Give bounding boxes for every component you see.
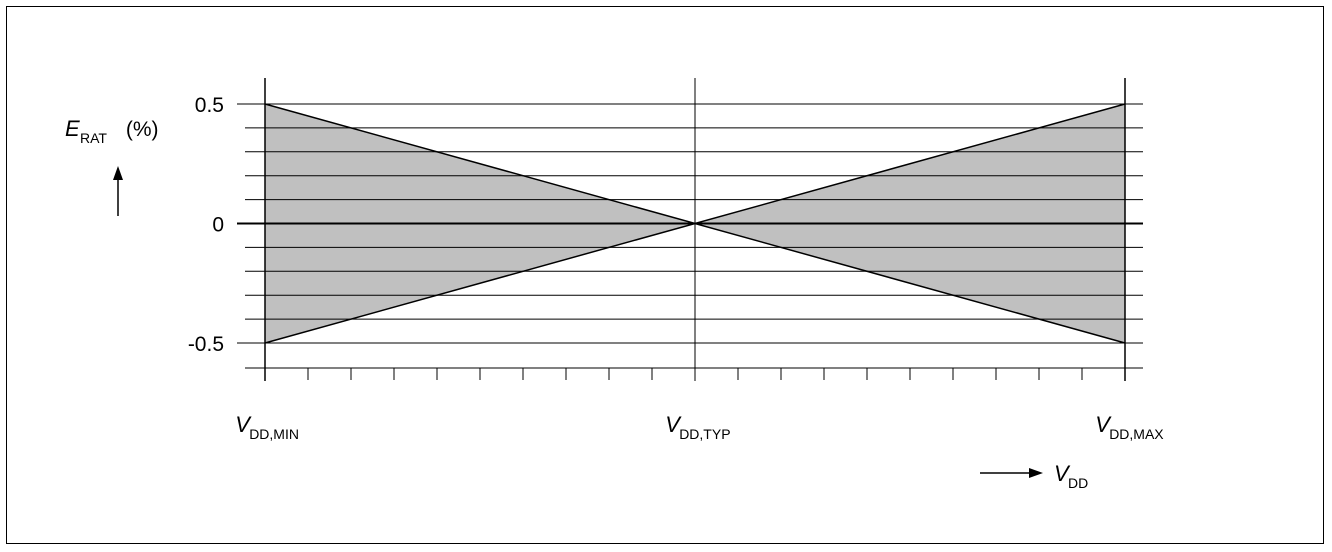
x-axis-title: V DD (1054, 461, 1088, 491)
y-axis-title: E RAT (%) (65, 116, 159, 146)
y-axis-arrow-icon (113, 166, 123, 216)
x-tick-label-sub: DD,MAX (1109, 426, 1164, 442)
x-axis-arrow-icon (980, 468, 1043, 478)
y-tick-labels: 0.5 0 -0.5 (188, 94, 224, 356)
y-axis-title-main: E (65, 116, 80, 141)
x-axis-title-sub: DD (1068, 475, 1088, 491)
x-tick-label-sub: DD,MIN (249, 426, 299, 442)
x-tick-label: V DD,MAX (1095, 412, 1164, 442)
y-tick-label: -0.5 (188, 333, 224, 356)
x-tick-labels: V DD,MIN V DD,TYP V DD,MAX (235, 412, 1164, 442)
x-tick-label-sub: DD,TYP (679, 426, 730, 442)
y-tick-label: 0 (212, 214, 224, 237)
y-axis-title-unit: (%) (120, 118, 159, 141)
x-tick-label: V DD,MIN (235, 412, 299, 442)
y-axis-title-sub: RAT (80, 130, 107, 146)
y-tick-label: 0.5 (195, 94, 224, 117)
x-tick-label: V DD,TYP (665, 412, 730, 442)
